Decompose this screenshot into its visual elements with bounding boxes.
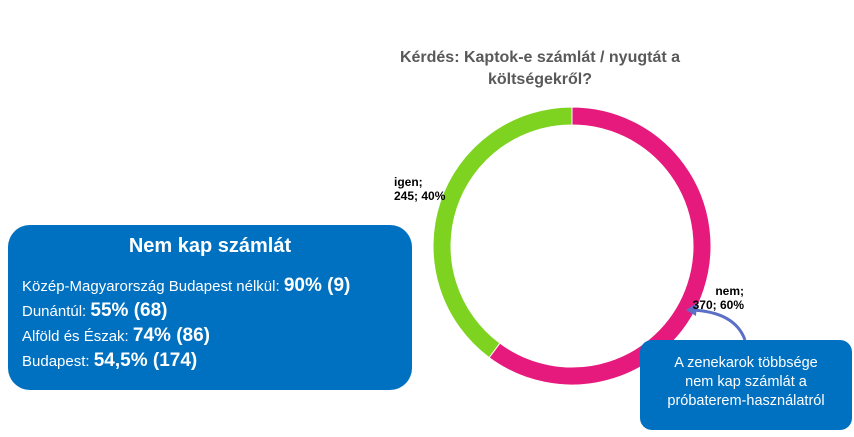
title-line: Kérdés: Kaptok-e számlát / nyugtát a xyxy=(399,49,681,66)
summary-title: Nem kap számlát xyxy=(128,235,292,257)
slice-nem xyxy=(488,106,712,386)
chart-title: Kérdés: Kaptok-e számlát / nyugtát a köl… xyxy=(390,47,690,91)
slice-label-igen: igen; 245; 40% xyxy=(394,175,446,203)
summary-row: Közép-Magyarország Budapest nélkül: 90% … xyxy=(22,275,351,296)
summary-row: Dunántúl: 55% (68) xyxy=(22,300,168,321)
summary-box: Nem kap számlát Közép-Magyarország Budap… xyxy=(8,225,412,390)
summary-row: Alföld és Észak: 74% (86) xyxy=(22,325,210,346)
summary-row: Budapest: 54,5% (174) xyxy=(22,350,198,371)
slice-label-nem: nem; 370; 60% xyxy=(692,284,744,312)
callout-box: A zenekarok többsége nem kap számlát a p… xyxy=(640,340,852,430)
arrowhead-icon xyxy=(686,303,697,316)
title-line: költségekről? xyxy=(487,71,593,88)
slice-igen xyxy=(432,106,573,359)
callout-arrow xyxy=(691,308,747,341)
